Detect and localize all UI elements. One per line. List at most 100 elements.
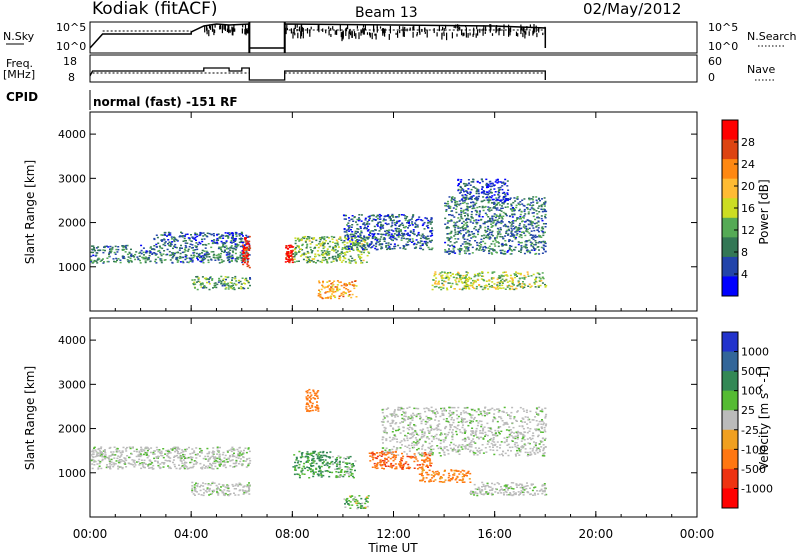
nsky-spike [297, 32, 299, 39]
power-axes: 1000 2000 3000 4000 [58, 112, 698, 311]
nsky-spike [384, 28, 386, 33]
nsky-spike [503, 24, 505, 30]
velocity-colorbar-swatch [722, 410, 738, 431]
velocity-axes: 1000 2000 3000 4000 [58, 318, 698, 517]
power-colorbar-swatch [722, 217, 738, 238]
power-ytick-label: 4000 [58, 128, 86, 141]
nsky-spike [332, 26, 334, 30]
nsky-spike [376, 26, 378, 33]
power-colorbar: 4 8 12 16 20 24 28 [721, 119, 755, 297]
nsky-spike [374, 33, 376, 36]
nsky-spike [421, 28, 423, 33]
nsky-spike [446, 32, 448, 41]
nsky-spike [456, 33, 458, 37]
nsky-spike [438, 25, 440, 32]
velocity-colorbar-tick-label: -1000 [741, 482, 773, 495]
nsky-spike [330, 27, 332, 31]
nsky-spike [402, 28, 404, 37]
freq-label-2: [MHz] [3, 68, 35, 81]
nsky-spike [443, 27, 445, 32]
power-ytick-label: 3000 [58, 172, 86, 185]
power-ylabel: Slant Range [km] [23, 160, 37, 264]
nsky-spike [356, 25, 358, 29]
nsky-spike [399, 30, 401, 34]
nsky-spike [376, 25, 378, 29]
velocity-region-0 [90, 446, 252, 470]
nsky-spike [220, 24, 222, 30]
nsky-trace [89, 22, 547, 53]
nsky-spike [223, 25, 225, 30]
freq-label-1: Freq. [6, 57, 33, 70]
nsky-spike [416, 33, 418, 37]
nsky-spike [302, 27, 304, 35]
nsky-spike [520, 28, 522, 35]
power-region-8 [431, 271, 548, 291]
nsky-spike [476, 25, 478, 30]
nsky-spike [364, 24, 366, 31]
nsky-spike [412, 26, 414, 31]
nsky-spike [535, 25, 537, 33]
nsky-spike [214, 29, 216, 33]
nsky-spike [208, 29, 210, 37]
power-colorbar-swatch [722, 159, 738, 180]
nsky-spike [441, 33, 443, 40]
nsky-spike [244, 29, 246, 35]
nsky-spike [433, 28, 435, 34]
power-region-1 [153, 231, 251, 246]
x-axis-label: Time UT [367, 541, 418, 554]
power-region-2 [191, 275, 252, 291]
nave-label: Nave [747, 63, 775, 76]
nsky-spike [397, 30, 399, 38]
nsky-spike [294, 32, 296, 36]
nsky-spike [219, 25, 221, 30]
nsky-spike [515, 31, 518, 37]
nsky-spike [485, 26, 487, 32]
x-tick-label: 12:00 [376, 527, 411, 541]
nsky-spike [285, 27, 287, 35]
nsky-spike [350, 32, 352, 36]
nave-tick-bottom: 0 [708, 71, 715, 84]
power-colorbar-swatch [722, 120, 738, 141]
power-colorbar-swatch [722, 276, 738, 297]
nsky-spike [292, 31, 294, 39]
nsky-spike [528, 31, 530, 36]
power-colorbar-swatch [722, 237, 738, 258]
nsky-spike [457, 28, 459, 32]
nsky-spike [403, 31, 405, 37]
nsky-spike [375, 33, 377, 40]
nsky-spike [489, 25, 491, 33]
nsky-spike [424, 31, 426, 34]
velocity-panel: 1000 2000 3000 4000 Slant Range [km] [23, 317, 698, 518]
freq-tick-top: 18 [63, 55, 77, 68]
velocity-colorbar-swatch [722, 449, 738, 470]
x-tick-label: 00:00 [73, 527, 108, 541]
velocity-panel-frame [89, 317, 698, 518]
nsky-spike [204, 26, 206, 33]
nsky-spike [461, 29, 463, 36]
nsky-spike [544, 26, 546, 35]
nsky-spike [473, 27, 475, 36]
freq-trace [89, 67, 546, 81]
nsky-spike [362, 24, 365, 28]
nsky-spike [538, 27, 540, 31]
nsky-spike [318, 24, 320, 33]
nsky-spike [477, 29, 479, 36]
nsky-spike [389, 25, 391, 34]
nsky-spike [373, 28, 375, 33]
nsky-spike [463, 32, 465, 36]
nsky-spike [342, 31, 344, 38]
velocity-ylabel: Slant Range [km] [23, 366, 37, 470]
nsky-spike [317, 25, 319, 31]
nsky-spike [458, 24, 460, 30]
velocity-colorbar-tick-label: 25 [741, 404, 755, 417]
nsky-spike [366, 32, 369, 35]
cpid-text: normal (fast) -151 RF [93, 95, 238, 109]
nsky-spike [523, 27, 525, 33]
velocity-colorbar-swatch [722, 429, 738, 450]
nsky-spike [330, 33, 332, 37]
velocity-region-8 [380, 406, 548, 457]
nsky-spike [456, 24, 458, 29]
nsky-spike [498, 27, 500, 36]
nsky-spike [482, 28, 484, 36]
nsky-spike [532, 30, 534, 36]
